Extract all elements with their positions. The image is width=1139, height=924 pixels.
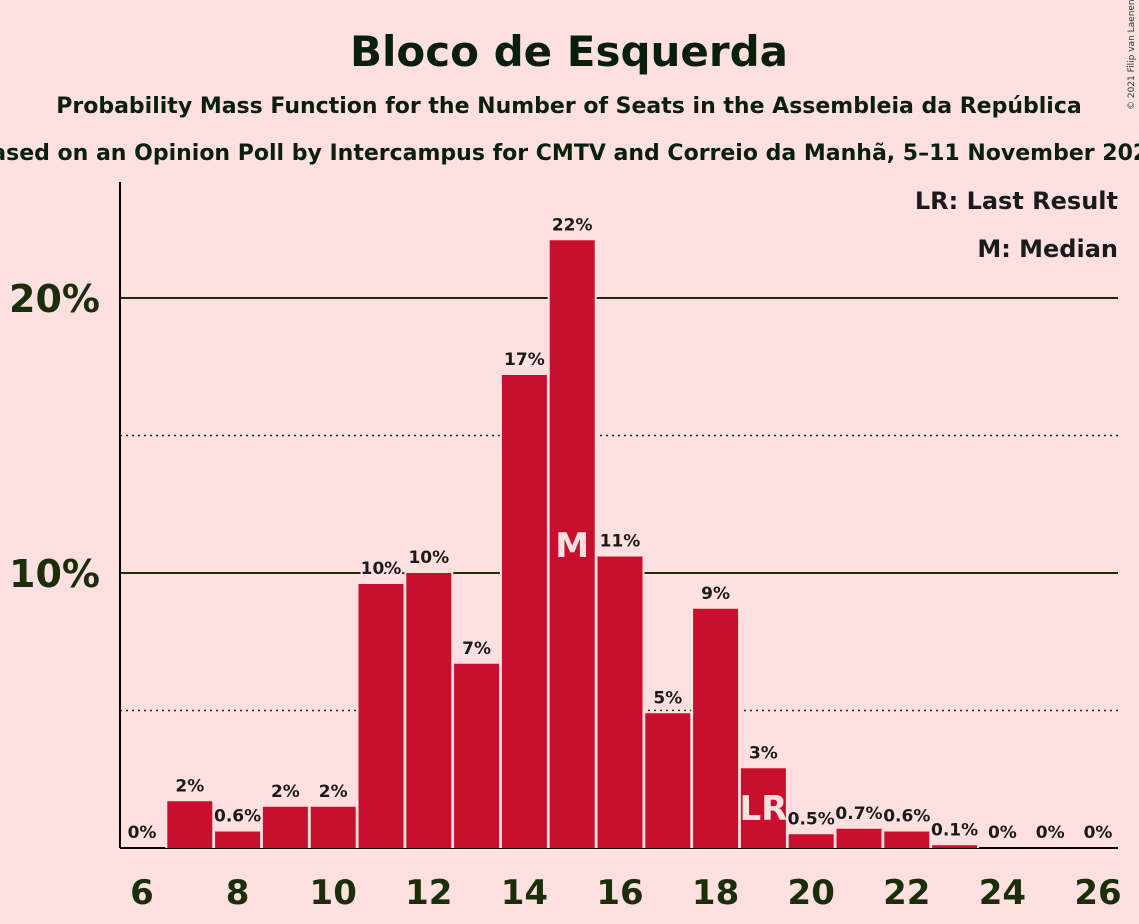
- legend-median: M: Median: [977, 235, 1118, 263]
- data-label: 9%: [701, 584, 730, 604]
- bar: [167, 801, 213, 848]
- last-result-marker: LR: [739, 789, 787, 829]
- y-tick-label: 20%: [9, 277, 100, 321]
- data-label: 0.6%: [883, 807, 930, 827]
- bar: [788, 834, 834, 848]
- bar: [454, 663, 500, 848]
- x-tick-label: 18: [692, 873, 739, 913]
- chart-subtitle: Probability Mass Function for the Number…: [56, 94, 1081, 119]
- x-tick-label: 6: [130, 873, 154, 913]
- y-tick-label: 10%: [9, 552, 100, 596]
- x-axis-labels: 6 8 10 12 14 16 18 20 22 24 26: [130, 873, 1122, 913]
- data-label: 5%: [653, 688, 682, 708]
- data-label: 10%: [361, 559, 402, 579]
- bar: [884, 831, 930, 848]
- data-label: 0%: [128, 823, 157, 843]
- bar: [597, 556, 643, 848]
- bar: [836, 828, 882, 848]
- x-tick-label: 26: [1074, 873, 1121, 913]
- bar: [693, 608, 739, 848]
- x-tick-label: 20: [788, 873, 835, 913]
- data-label: 0.6%: [214, 807, 261, 827]
- x-tick-label: 8: [226, 873, 250, 913]
- data-label: 0%: [988, 823, 1017, 843]
- data-label: 0%: [1036, 823, 1065, 843]
- data-label: 7%: [462, 639, 491, 659]
- bar: [358, 584, 404, 848]
- data-label: 3%: [749, 743, 778, 763]
- bar: [740, 768, 786, 848]
- bars: 0%2%0.6%2% 2%10%10%7%17%22%M 11%5%9%3%LR 0.…: [126, 213, 1114, 848]
- data-label: 17%: [504, 350, 545, 370]
- bar: [645, 713, 691, 848]
- data-label: 2%: [175, 776, 204, 796]
- bar: [406, 573, 452, 848]
- legend-last-result: LR: Last Result: [915, 187, 1118, 215]
- data-label: 0.5%: [788, 809, 835, 829]
- x-tick-label: 10: [310, 873, 357, 913]
- bar: [932, 845, 978, 848]
- bar: [310, 806, 356, 848]
- median-marker: M: [555, 526, 589, 566]
- y-axis-labels: 10% 20%: [9, 277, 100, 596]
- bar: [501, 375, 547, 848]
- data-label: 10%: [408, 548, 449, 568]
- x-tick-label: 22: [883, 873, 930, 913]
- data-label: 22%: [552, 215, 593, 235]
- chart-title: Bloco de Esquerda: [350, 27, 788, 76]
- x-tick-label: 24: [979, 873, 1026, 913]
- x-tick-label: 12: [405, 873, 452, 913]
- x-tick-label: 14: [501, 873, 548, 913]
- x-tick-label: 16: [596, 873, 643, 913]
- data-label: 0.7%: [835, 804, 882, 824]
- chart-subtitle-2: Based on an Opinion Poll by Intercampus …: [0, 141, 1139, 166]
- data-label: 2%: [271, 782, 300, 802]
- data-label: 0%: [1084, 823, 1113, 843]
- bar: [549, 240, 595, 848]
- bar: [215, 831, 261, 848]
- data-label: 11%: [600, 532, 641, 552]
- data-label: 0.1%: [931, 820, 978, 840]
- bar: [262, 806, 308, 848]
- data-label: 2%: [319, 782, 348, 802]
- copyright: © 2021 Filip van Laenen: [1127, 0, 1137, 110]
